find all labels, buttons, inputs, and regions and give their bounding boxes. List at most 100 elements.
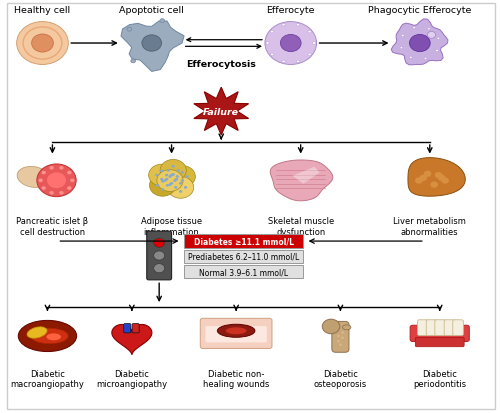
Circle shape [169,166,196,188]
Circle shape [296,61,300,64]
Circle shape [186,176,189,178]
Circle shape [165,178,168,181]
Circle shape [270,31,274,34]
Circle shape [415,178,422,184]
Circle shape [437,38,440,40]
FancyBboxPatch shape [184,266,303,278]
Ellipse shape [226,328,246,335]
Text: Skeletal muscle
dysfunction: Skeletal muscle dysfunction [268,217,334,236]
Circle shape [166,185,169,187]
FancyBboxPatch shape [332,322,349,352]
Circle shape [42,187,46,190]
Circle shape [161,189,164,191]
Text: Diabetic
microangiopathy: Diabetic microangiopathy [96,369,168,389]
Circle shape [175,178,178,181]
Circle shape [337,335,340,337]
Circle shape [402,36,404,38]
FancyBboxPatch shape [452,320,464,336]
Text: Efferocytosis: Efferocytosis [186,60,256,69]
FancyBboxPatch shape [184,235,303,248]
Circle shape [174,187,178,189]
Circle shape [59,192,64,195]
Text: Phagocytic Efferocyte: Phagocytic Efferocyte [368,6,472,15]
Circle shape [38,179,43,183]
Text: Normal 3.9–6.1 mmol/L: Normal 3.9–6.1 mmol/L [199,268,288,276]
Circle shape [400,47,402,50]
FancyBboxPatch shape [416,337,464,347]
Circle shape [176,170,180,172]
Polygon shape [292,167,320,184]
Circle shape [172,173,175,176]
Ellipse shape [17,167,50,188]
Text: Diabetic
macroangiopathy: Diabetic macroangiopathy [10,369,85,389]
Circle shape [282,61,285,64]
Circle shape [127,28,132,32]
Polygon shape [270,161,333,202]
Text: Pancreatic islet β
cell destruction: Pancreatic islet β cell destruction [16,217,88,236]
Circle shape [420,175,427,182]
Text: Prediabetes 6.2–11.0 mmol/L: Prediabetes 6.2–11.0 mmol/L [188,252,299,261]
Circle shape [158,169,184,191]
Circle shape [67,187,71,190]
Circle shape [160,20,164,24]
Circle shape [308,54,311,57]
Circle shape [296,24,300,27]
Circle shape [59,166,64,170]
Circle shape [42,171,46,175]
Circle shape [424,58,427,60]
Circle shape [428,32,436,39]
Circle shape [142,36,162,52]
Circle shape [410,36,430,52]
Circle shape [341,332,344,334]
FancyBboxPatch shape [147,232,172,280]
Polygon shape [408,158,466,197]
Text: Diabetic
osteoporosis: Diabetic osteoporosis [314,369,367,389]
Circle shape [179,191,182,193]
Circle shape [170,183,173,185]
Circle shape [32,35,54,53]
Circle shape [160,170,164,173]
Circle shape [154,252,164,261]
Polygon shape [194,88,248,136]
Circle shape [312,43,316,45]
Circle shape [156,185,160,187]
Circle shape [265,22,316,65]
Text: Liver metabolism
abnormalities: Liver metabolism abnormalities [394,217,466,236]
Circle shape [160,160,186,182]
Circle shape [337,340,340,342]
Ellipse shape [27,327,47,338]
FancyBboxPatch shape [206,326,267,342]
Circle shape [176,176,179,178]
Circle shape [16,22,68,65]
FancyBboxPatch shape [435,320,446,336]
Ellipse shape [342,325,351,330]
Ellipse shape [46,334,61,340]
Ellipse shape [18,320,76,352]
Circle shape [430,182,438,188]
Text: Diabetes ≥11.1 mmol/L: Diabetes ≥11.1 mmol/L [194,237,294,246]
FancyBboxPatch shape [418,320,428,336]
Circle shape [322,319,340,334]
Text: Apoptotic cell: Apoptotic cell [120,6,184,15]
Circle shape [70,179,74,183]
Circle shape [164,180,166,183]
Circle shape [438,175,446,182]
Text: Diabetic
periodontitis: Diabetic periodontitis [413,369,467,389]
Circle shape [168,184,172,187]
Circle shape [168,177,194,199]
Text: Diabetic non-
healing wounds: Diabetic non- healing wounds [203,369,270,389]
Circle shape [172,166,175,168]
Circle shape [184,187,187,189]
Circle shape [161,180,164,183]
Circle shape [154,239,164,248]
Ellipse shape [31,328,68,344]
Circle shape [155,174,158,177]
Circle shape [67,171,71,175]
Circle shape [428,28,430,31]
Polygon shape [112,325,152,355]
Circle shape [266,43,269,45]
Ellipse shape [218,325,255,337]
Circle shape [442,178,449,184]
Circle shape [157,170,183,192]
Circle shape [413,28,416,30]
